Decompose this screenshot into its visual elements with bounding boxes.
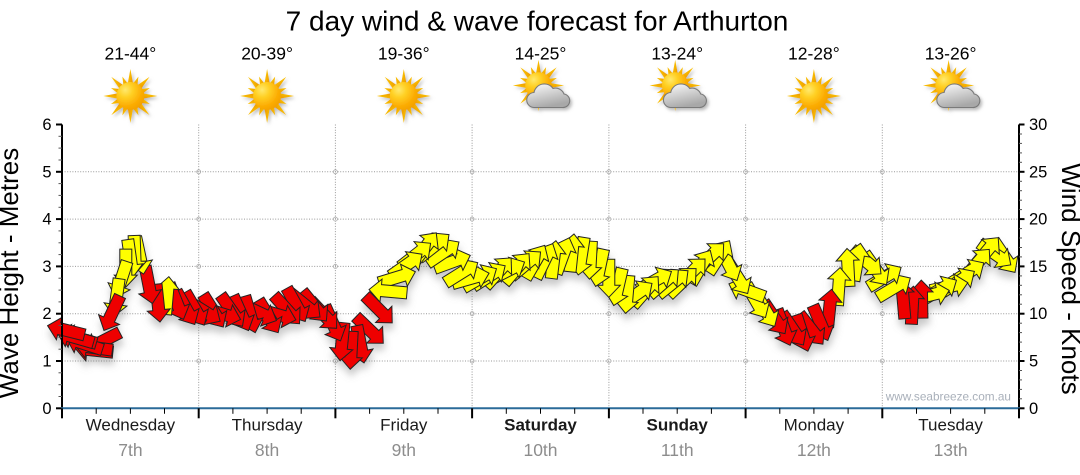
svg-text:6: 6	[42, 116, 51, 134]
svg-text:0: 0	[1029, 400, 1038, 418]
svg-text:Sunday: Sunday	[646, 416, 708, 435]
svg-text:30: 30	[1029, 116, 1047, 134]
svg-text:20: 20	[1029, 211, 1047, 229]
svg-text:14-25°: 14-25°	[515, 43, 567, 63]
svg-text:Saturday: Saturday	[504, 416, 577, 435]
svg-text:4: 4	[42, 211, 51, 229]
svg-text:10th: 10th	[523, 440, 557, 460]
svg-text:8th: 8th	[255, 440, 279, 460]
svg-text:www.seabreeze.com.au: www.seabreeze.com.au	[885, 390, 1011, 404]
svg-text:0: 0	[42, 400, 51, 418]
svg-text:Tuesday: Tuesday	[918, 416, 983, 435]
svg-text:1: 1	[42, 353, 51, 371]
svg-text:19-36°: 19-36°	[378, 43, 430, 63]
svg-text:Wave Height - Metres: Wave Height - Metres	[0, 148, 24, 398]
svg-text:10: 10	[1029, 305, 1047, 323]
svg-text:13-26°: 13-26°	[925, 43, 977, 63]
svg-text:11th: 11th	[661, 440, 694, 460]
svg-text:21-44°: 21-44°	[105, 43, 157, 63]
svg-text:7th: 7th	[118, 440, 142, 460]
svg-text:25: 25	[1029, 163, 1047, 181]
svg-text:7 day wind & wave forecast for: 7 day wind & wave forecast for Arthurton	[286, 6, 789, 37]
svg-text:15: 15	[1029, 258, 1047, 276]
svg-text:12-28°: 12-28°	[788, 43, 840, 63]
svg-text:5: 5	[1029, 353, 1038, 371]
svg-text:2: 2	[42, 305, 51, 323]
svg-text:Friday: Friday	[380, 416, 428, 435]
svg-text:9th: 9th	[392, 440, 416, 460]
svg-text:5: 5	[42, 163, 51, 181]
svg-text:Wind Speed - Knots: Wind Speed - Knots	[1056, 163, 1080, 394]
svg-text:12th: 12th	[797, 440, 831, 460]
svg-text:Monday: Monday	[784, 416, 845, 435]
svg-text:13-24°: 13-24°	[651, 43, 703, 63]
svg-text:20-39°: 20-39°	[241, 43, 293, 63]
svg-text:3: 3	[42, 258, 51, 276]
svg-text:13th: 13th	[934, 440, 968, 460]
svg-text:Wednesday: Wednesday	[86, 416, 176, 435]
svg-text:Thursday: Thursday	[232, 416, 303, 435]
